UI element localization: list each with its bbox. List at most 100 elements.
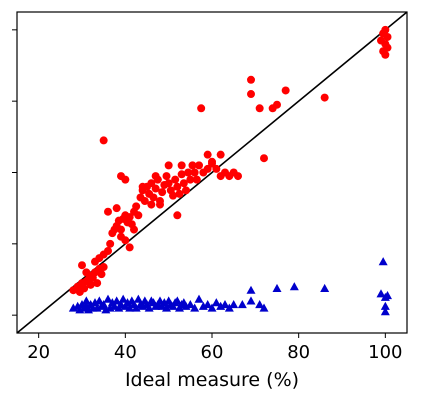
data-point-blue xyxy=(246,296,256,305)
data-point-blue xyxy=(320,283,330,293)
data-point-red xyxy=(175,189,184,198)
x-axis-label: Ideal measure (%) xyxy=(125,369,299,391)
data-point-red xyxy=(151,172,160,181)
data-point-red xyxy=(169,191,177,200)
data-point-red xyxy=(104,207,112,216)
data-point-blue xyxy=(172,296,182,305)
data-point-blue xyxy=(203,299,213,309)
data-point-red xyxy=(164,179,173,188)
series-blue-triangles xyxy=(68,257,392,316)
data-point-red xyxy=(149,193,158,202)
data-point-red xyxy=(255,104,264,113)
data-point-red xyxy=(247,90,255,99)
data-point-red xyxy=(216,150,225,159)
data-point-red xyxy=(104,246,112,255)
data-point-blue xyxy=(380,307,390,316)
series-red-circles xyxy=(69,25,392,296)
data-point-red xyxy=(171,175,180,184)
data-point-red xyxy=(138,182,147,191)
data-point-red xyxy=(86,280,95,289)
data-point-red xyxy=(208,157,216,166)
data-point-red xyxy=(91,257,99,266)
data-point-red xyxy=(281,86,290,95)
data-point-red xyxy=(383,32,392,41)
data-point-blue xyxy=(376,289,386,298)
data-point-red xyxy=(320,93,329,102)
data-point-blue xyxy=(103,294,113,303)
data-point-blue xyxy=(190,303,200,312)
data-point-red xyxy=(188,161,197,170)
data-point-red xyxy=(99,263,108,272)
data-point-red xyxy=(151,184,160,193)
data-point-red xyxy=(112,204,121,213)
data-point-red xyxy=(121,236,130,245)
data-point-blue xyxy=(380,301,390,310)
data-point-blue xyxy=(211,298,221,307)
data-point-red xyxy=(190,168,199,177)
data-point-blue xyxy=(272,283,282,293)
data-point-blue xyxy=(185,299,195,309)
x-tick-label: 100 xyxy=(368,342,402,363)
data-point-blue xyxy=(118,294,128,303)
data-point-blue xyxy=(289,282,299,291)
data-point-red xyxy=(147,179,156,188)
data-point-blue xyxy=(194,294,204,303)
data-point-red xyxy=(78,261,86,270)
data-point-blue xyxy=(237,299,247,309)
data-point-red xyxy=(195,161,203,170)
data-point-red xyxy=(234,172,242,181)
x-tick-label: 60 xyxy=(201,342,224,363)
data-point-blue xyxy=(378,257,388,266)
data-point-red xyxy=(134,211,143,220)
data-point-red xyxy=(125,213,134,222)
data-point-blue xyxy=(383,291,392,300)
data-point-red xyxy=(212,164,221,173)
data-point-blue xyxy=(229,299,239,309)
data-point-red xyxy=(203,164,212,173)
data-point-red xyxy=(156,200,164,209)
data-point-red xyxy=(93,279,102,288)
data-point-blue xyxy=(255,299,265,309)
data-point-red xyxy=(99,136,108,145)
data-point-red xyxy=(381,50,390,59)
x-tick-label: 80 xyxy=(287,342,310,363)
data-point-blue xyxy=(207,303,217,312)
data-point-red xyxy=(197,104,206,113)
data-point-red xyxy=(381,25,390,34)
data-point-blue xyxy=(224,303,234,312)
data-point-red xyxy=(147,200,156,209)
x-tick-label: 40 xyxy=(114,342,137,363)
data-point-blue xyxy=(259,303,269,312)
data-point-blue xyxy=(125,303,135,312)
data-point-red xyxy=(117,225,125,234)
data-point-red xyxy=(273,100,281,109)
data-point-blue xyxy=(220,299,230,309)
data-point-red xyxy=(260,154,268,163)
data-point-red xyxy=(162,172,171,181)
data-point-red xyxy=(182,186,190,195)
data-point-red xyxy=(132,202,141,211)
data-point-red xyxy=(80,284,89,293)
data-point-red xyxy=(203,150,212,159)
x-ticks: 20 40 60 80 100 xyxy=(27,333,403,363)
data-point-red xyxy=(177,161,186,170)
data-point-blue xyxy=(246,285,256,294)
data-point-red xyxy=(383,43,392,52)
data-point-red xyxy=(164,161,173,170)
data-point-red xyxy=(97,270,106,279)
data-point-red xyxy=(125,243,134,252)
data-point-red xyxy=(173,211,182,220)
data-point-blue xyxy=(81,296,91,305)
data-point-red xyxy=(158,188,167,197)
data-point-red xyxy=(192,175,201,184)
data-point-red xyxy=(121,175,130,184)
data-point-red xyxy=(177,170,186,179)
x-tick-label: 20 xyxy=(27,342,50,363)
data-point-red xyxy=(106,239,115,248)
data-point-red xyxy=(184,168,193,177)
data-point-red xyxy=(130,225,138,234)
data-point-red xyxy=(179,179,188,188)
data-point-red xyxy=(186,175,195,184)
data-point-red xyxy=(173,182,182,191)
